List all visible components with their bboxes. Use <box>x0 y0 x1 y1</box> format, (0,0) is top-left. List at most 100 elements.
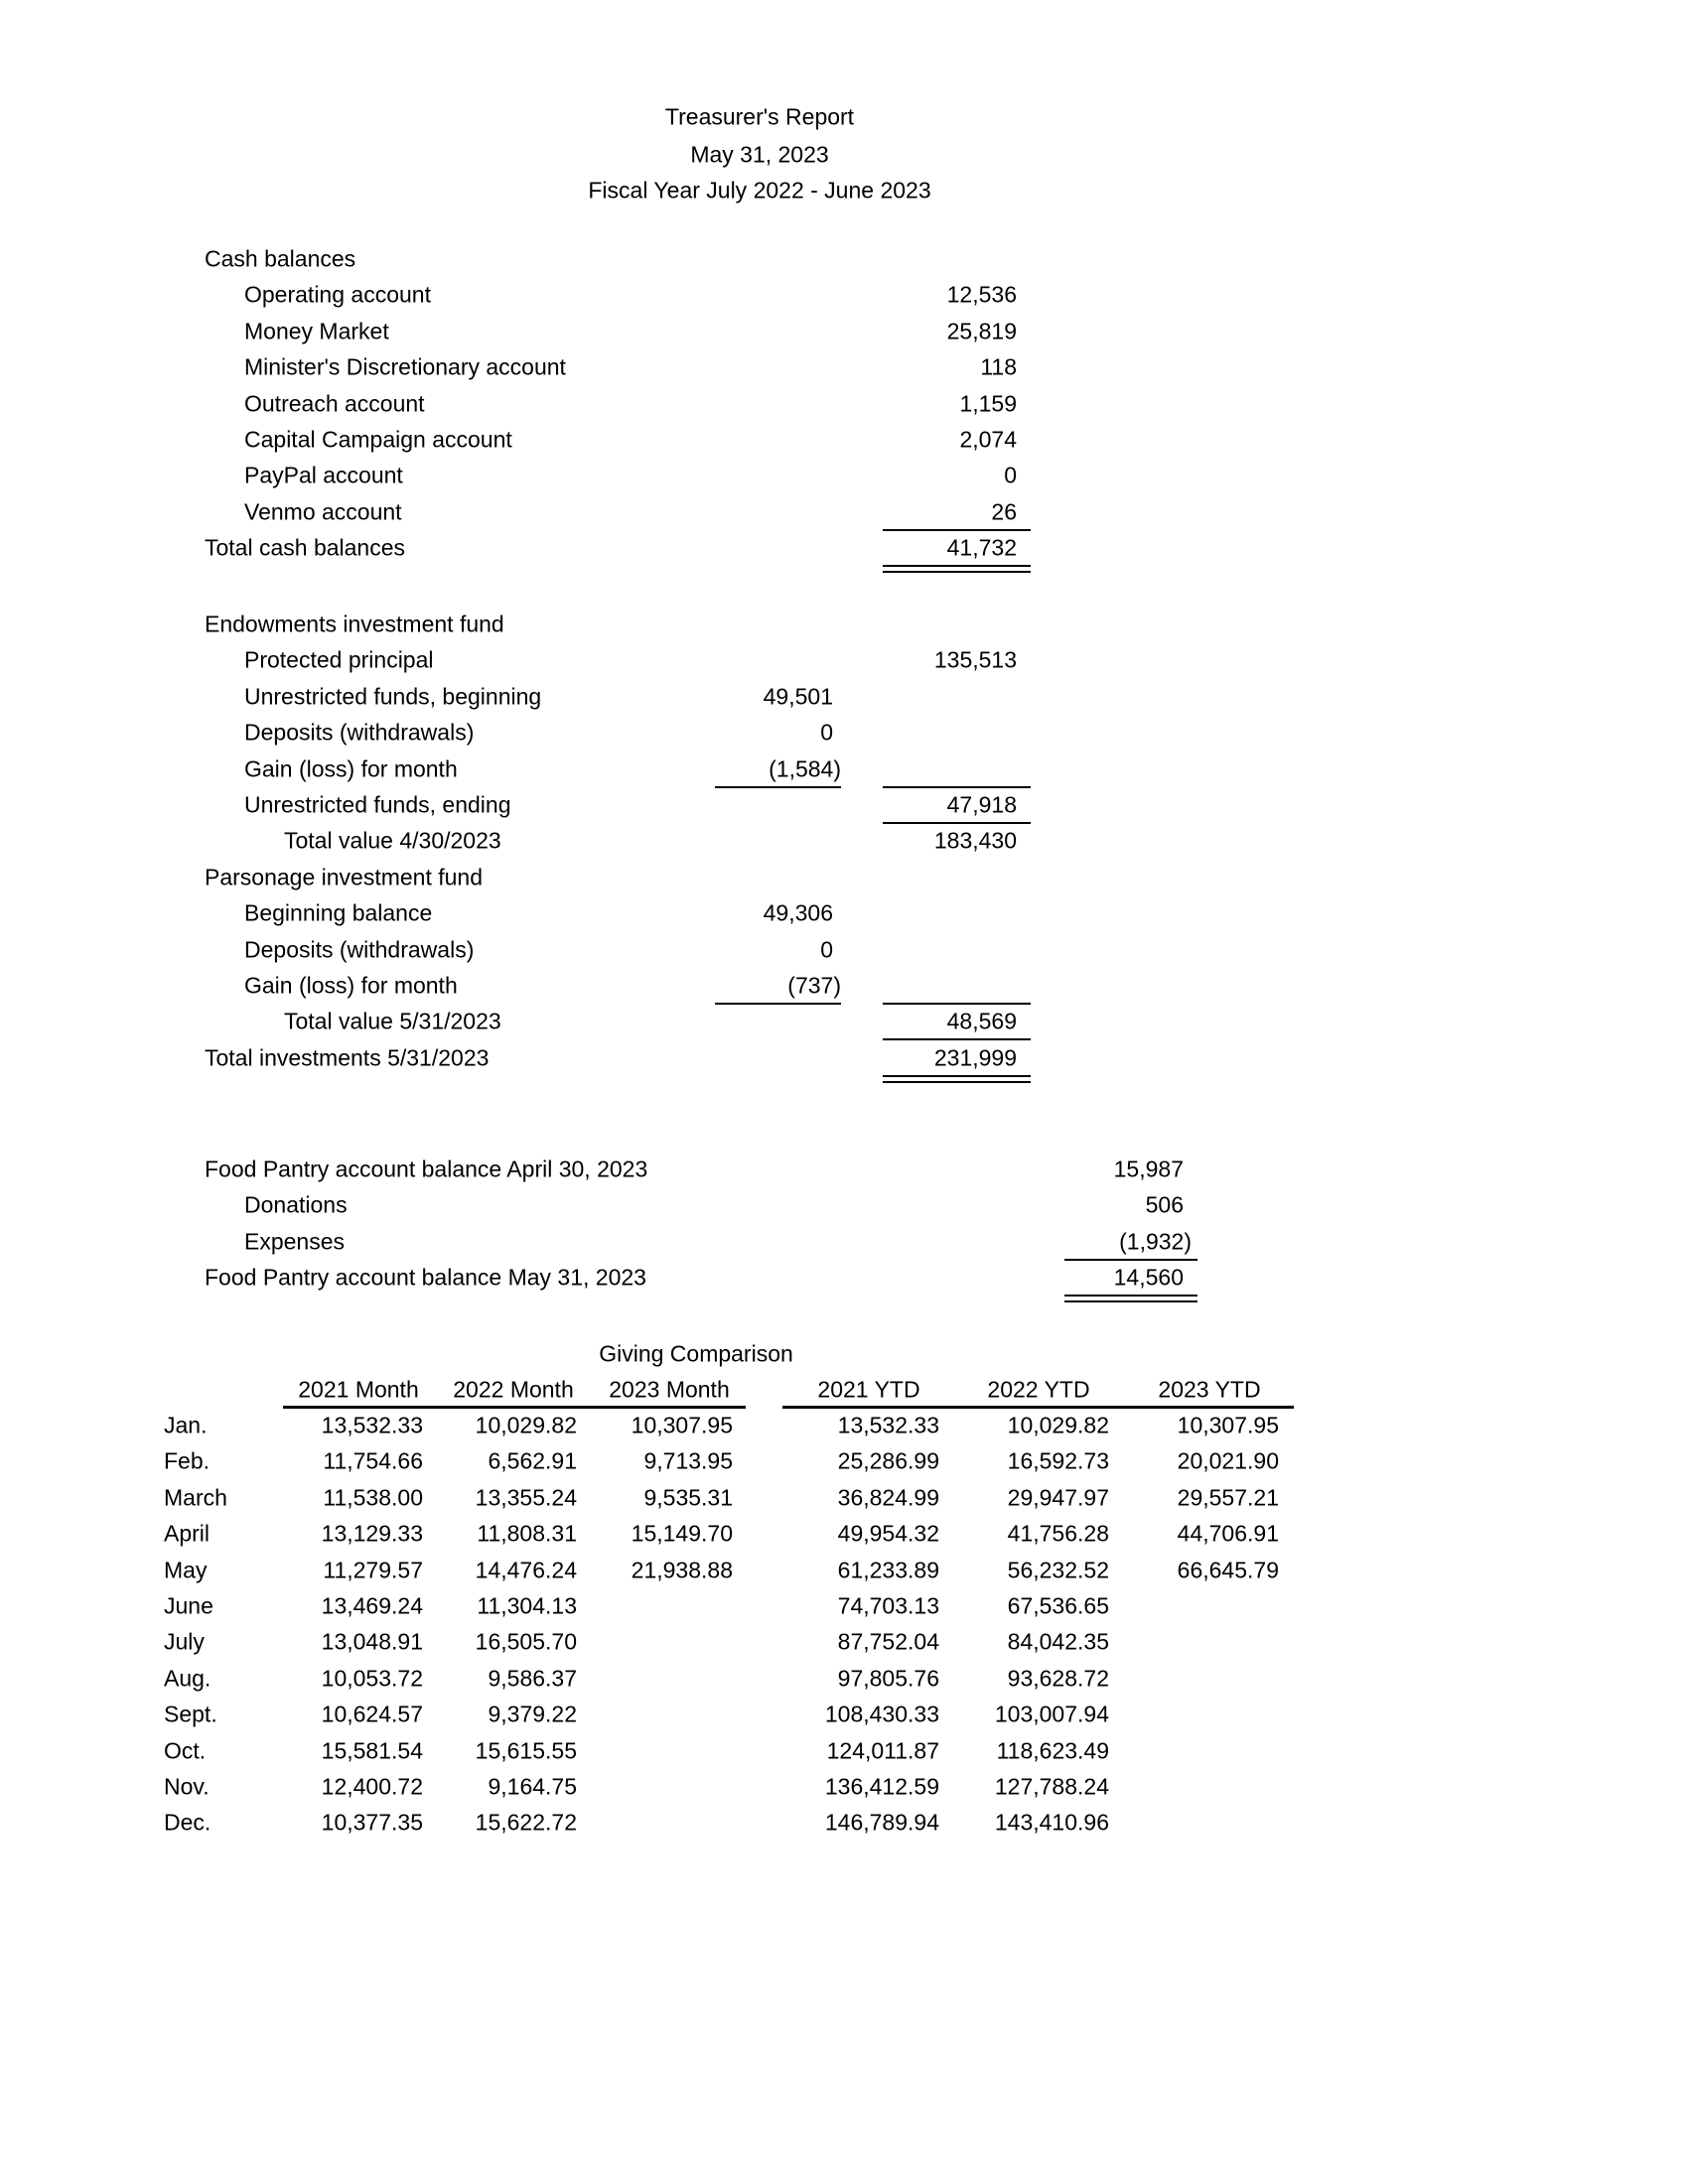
giving-month-label: Sept. <box>164 1701 217 1727</box>
giving-column-header: 2022 Month <box>453 1376 574 1403</box>
parsonage-beginning-value: 49,306 <box>763 899 833 926</box>
giving-month-label: June <box>164 1592 213 1619</box>
giving-cell: 15,581.54 <box>321 1737 423 1764</box>
giving-cell: 15,149.70 <box>631 1520 733 1547</box>
endowments-ending-value: 47,918 <box>946 791 1017 818</box>
giving-title: Giving Comparison <box>599 1340 793 1367</box>
parsonage-deposits-label: Deposits (withdrawals) <box>244 936 475 963</box>
food-pantry-opening-value: 15,987 <box>1113 1156 1184 1182</box>
giving-cell: 10,377.35 <box>321 1809 423 1836</box>
giving-cell: 146,789.94 <box>824 1809 939 1836</box>
food-pantry-expenses-label: Expenses <box>244 1228 346 1255</box>
giving-cell: 124,011.87 <box>826 1737 939 1764</box>
food-pantry-double-rule-2 <box>1064 1300 1197 1302</box>
parsonage-beginning-label: Beginning balance <box>244 899 433 926</box>
giving-cell: 29,947.97 <box>1007 1484 1109 1511</box>
cash-total-rule <box>883 529 1031 531</box>
parsonage-gain-value: (737) <box>787 972 841 999</box>
cash-item-label: Minister's Discretionary account <box>244 353 566 380</box>
giving-cell: 9,535.31 <box>643 1484 733 1511</box>
parsonage-col1-rule <box>715 1003 841 1005</box>
giving-cell: 84,042.35 <box>1007 1628 1109 1655</box>
giving-cell: 118,623.49 <box>996 1737 1109 1764</box>
giving-cell: 9,379.22 <box>488 1701 577 1727</box>
cash-double-rule-2 <box>883 571 1031 573</box>
giving-month-label: Oct. <box>164 1737 207 1764</box>
cash-item-value: 1,159 <box>959 390 1017 417</box>
cash-total-value: 41,732 <box>946 534 1017 561</box>
food-pantry-donations-label: Donations <box>244 1191 348 1218</box>
cash-item-label: Operating account <box>244 281 431 308</box>
giving-cell: 13,532.33 <box>837 1412 939 1438</box>
giving-cell: 56,232.52 <box>1007 1557 1109 1583</box>
giving-month-label: Aug. <box>164 1665 211 1692</box>
giving-cell: 87,752.04 <box>837 1628 939 1655</box>
giving-month-header-rule <box>283 1406 746 1409</box>
food-pantry-closing-label: Food Pantry account balance May 31, 2023 <box>205 1264 646 1291</box>
parsonage-gain-label: Gain (loss) for month <box>244 972 458 999</box>
investments-double-rule-1 <box>883 1075 1031 1077</box>
giving-cell: 10,029.82 <box>1007 1412 1109 1438</box>
endowments-beginning-value: 49,501 <box>763 683 833 710</box>
endowments-protected-value: 135,513 <box>933 646 1017 673</box>
giving-cell: 41,756.28 <box>1007 1520 1109 1547</box>
endowments-total-rule <box>883 822 1031 824</box>
giving-cell: 9,713.95 <box>643 1447 733 1474</box>
endowments-deposits-label: Deposits (withdrawals) <box>244 719 475 746</box>
parsonage-total-value: 48,569 <box>946 1008 1017 1034</box>
cash-item-value: 118 <box>980 353 1017 380</box>
parsonage-total-label: Total value 5/31/2023 <box>284 1008 501 1034</box>
giving-cell: 136,412.59 <box>824 1773 939 1800</box>
giving-cell: 21,938.88 <box>631 1557 733 1583</box>
giving-cell: 66,645.79 <box>1177 1557 1279 1583</box>
endowments-protected-label: Protected principal <box>244 646 434 673</box>
cash-item-label: Money Market <box>244 318 389 344</box>
endowments-ending-label: Unrestricted funds, ending <box>244 791 511 818</box>
giving-cell: 61,233.89 <box>837 1557 939 1583</box>
cash-item-value: 26 <box>991 498 1017 525</box>
cash-item-label: Capital Campaign account <box>244 426 512 453</box>
cash-double-rule-1 <box>883 565 1031 567</box>
investments-total-label: Total investments 5/31/2023 <box>205 1044 490 1071</box>
endowments-col1-rule <box>715 786 841 788</box>
giving-month-label: April <box>164 1520 211 1547</box>
endowments-deposits-value: 0 <box>820 719 833 746</box>
giving-cell: 93,628.72 <box>1007 1665 1109 1692</box>
giving-cell: 29,557.21 <box>1177 1484 1279 1511</box>
food-pantry-opening-label: Food Pantry account balance April 30, 20… <box>205 1156 648 1182</box>
fiscal-year: Fiscal Year July 2022 - June 2023 <box>588 177 931 204</box>
giving-cell: 13,355.24 <box>475 1484 577 1511</box>
giving-cell: 13,129.33 <box>321 1520 423 1547</box>
cash-item-label: PayPal account <box>244 462 403 488</box>
food-pantry-expenses-value: (1,932) <box>1119 1228 1192 1255</box>
food-pantry-double-rule-1 <box>1064 1295 1197 1297</box>
giving-cell: 25,286.99 <box>837 1447 939 1474</box>
food-pantry-donations-value: 506 <box>1145 1191 1184 1218</box>
endowments-col2-rule <box>883 786 1031 788</box>
giving-cell: 11,538.00 <box>323 1484 423 1511</box>
cash-item-label: Outreach account <box>244 390 425 417</box>
giving-cell: 9,164.75 <box>488 1773 577 1800</box>
endowments-total-label: Total value 4/30/2023 <box>284 827 501 854</box>
giving-cell: 10,029.82 <box>475 1412 577 1438</box>
cash-heading: Cash balances <box>205 245 356 272</box>
giving-cell: 108,430.33 <box>824 1701 939 1727</box>
parsonage-heading: Parsonage investment fund <box>205 864 484 890</box>
giving-column-header: 2022 YTD <box>987 1376 1090 1403</box>
endowments-gain-label: Gain (loss) for month <box>244 755 458 782</box>
giving-cell: 6,562.91 <box>488 1447 577 1474</box>
cash-item-value: 2,074 <box>959 426 1017 453</box>
giving-cell: 11,754.66 <box>323 1447 423 1474</box>
investments-total-rule <box>883 1038 1031 1040</box>
investments-total-value: 231,999 <box>933 1044 1017 1071</box>
giving-month-label: March <box>164 1484 227 1511</box>
endowments-heading: Endowments investment fund <box>205 611 504 637</box>
giving-cell: 15,615.55 <box>475 1737 577 1764</box>
giving-cell: 12,400.72 <box>321 1773 423 1800</box>
giving-cell: 10,053.72 <box>321 1665 423 1692</box>
giving-cell: 44,706.91 <box>1177 1520 1279 1547</box>
giving-cell: 97,805.76 <box>837 1665 939 1692</box>
giving-cell: 67,536.65 <box>1007 1592 1109 1619</box>
giving-cell: 103,007.94 <box>994 1701 1109 1727</box>
endowments-gain-value: (1,584) <box>769 755 841 782</box>
